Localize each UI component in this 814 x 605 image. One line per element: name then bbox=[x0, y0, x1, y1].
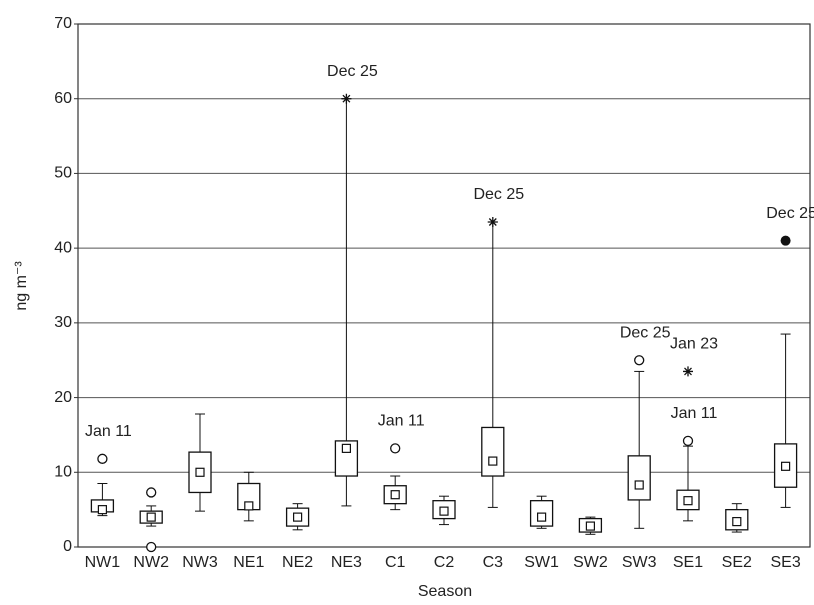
extreme bbox=[683, 366, 693, 377]
center-marker bbox=[780, 461, 791, 471]
x-tick-label: C2 bbox=[434, 554, 455, 571]
outlier bbox=[146, 541, 157, 553]
center-marker bbox=[683, 496, 693, 506]
plot-frame bbox=[77, 23, 811, 548]
y-tick-label: 10 bbox=[54, 464, 72, 481]
center-marker bbox=[585, 521, 596, 531]
annotation: Jan 23 bbox=[670, 336, 718, 353]
x-tick-label: NW1 bbox=[85, 554, 121, 571]
extreme bbox=[341, 93, 352, 104]
center-marker bbox=[195, 467, 205, 477]
y-axis-label: ng m⁻³ bbox=[13, 261, 30, 311]
annotation: Jan 11 bbox=[378, 413, 425, 430]
x-tick-label: NE3 bbox=[331, 554, 362, 571]
center-marker bbox=[536, 512, 547, 522]
center-marker bbox=[488, 456, 498, 466]
y-tick-label: 30 bbox=[54, 314, 72, 331]
x-tick-label: NE1 bbox=[233, 554, 264, 571]
annotation: Dec 25 bbox=[473, 186, 524, 203]
y-tick-label: 50 bbox=[54, 165, 72, 182]
extreme bbox=[780, 235, 791, 246]
x-tick-label: NW2 bbox=[133, 554, 169, 571]
x-tick-label: SE1 bbox=[673, 554, 703, 571]
outlier bbox=[97, 453, 108, 464]
box bbox=[627, 455, 651, 501]
center-marker bbox=[439, 506, 449, 516]
outlier bbox=[682, 435, 694, 447]
x-tick-label: C3 bbox=[483, 554, 504, 571]
y-tick-label: 20 bbox=[54, 389, 72, 406]
x-axis-label: Season bbox=[418, 583, 472, 600]
center-marker bbox=[732, 516, 742, 527]
center-marker bbox=[634, 480, 644, 490]
x-tick-label: SW1 bbox=[524, 554, 559, 571]
x-tick-label: SW2 bbox=[573, 554, 608, 571]
y-tick-label: 70 bbox=[54, 15, 72, 32]
outlier bbox=[634, 355, 645, 366]
y-tick-label: 60 bbox=[54, 90, 72, 107]
outlier bbox=[146, 487, 157, 498]
y-tick-label: 40 bbox=[54, 239, 72, 256]
box bbox=[481, 426, 505, 477]
center-marker bbox=[244, 501, 254, 511]
center-marker bbox=[341, 443, 351, 453]
x-tick-label: NE2 bbox=[282, 554, 313, 571]
center-marker bbox=[390, 490, 400, 500]
x-tick-label: NW3 bbox=[182, 554, 218, 571]
center-marker bbox=[293, 512, 303, 522]
x-tick-label: C1 bbox=[385, 554, 406, 571]
outlier bbox=[390, 443, 401, 454]
annotation: Jan 11 bbox=[85, 423, 132, 440]
annotation: Jan 11 bbox=[671, 405, 718, 422]
extreme bbox=[487, 216, 498, 227]
x-tick-label: SE3 bbox=[770, 554, 800, 571]
annotation: Dec 25 bbox=[620, 324, 671, 341]
x-tick-label: SW3 bbox=[622, 554, 657, 571]
x-tick-label: SE2 bbox=[722, 554, 752, 571]
y-tick-label: 0 bbox=[63, 538, 72, 555]
annotation: Dec 25 bbox=[766, 205, 814, 222]
center-marker bbox=[146, 512, 156, 522]
box bbox=[334, 440, 359, 477]
annotation: Dec 25 bbox=[327, 63, 378, 80]
center-marker bbox=[97, 505, 108, 515]
